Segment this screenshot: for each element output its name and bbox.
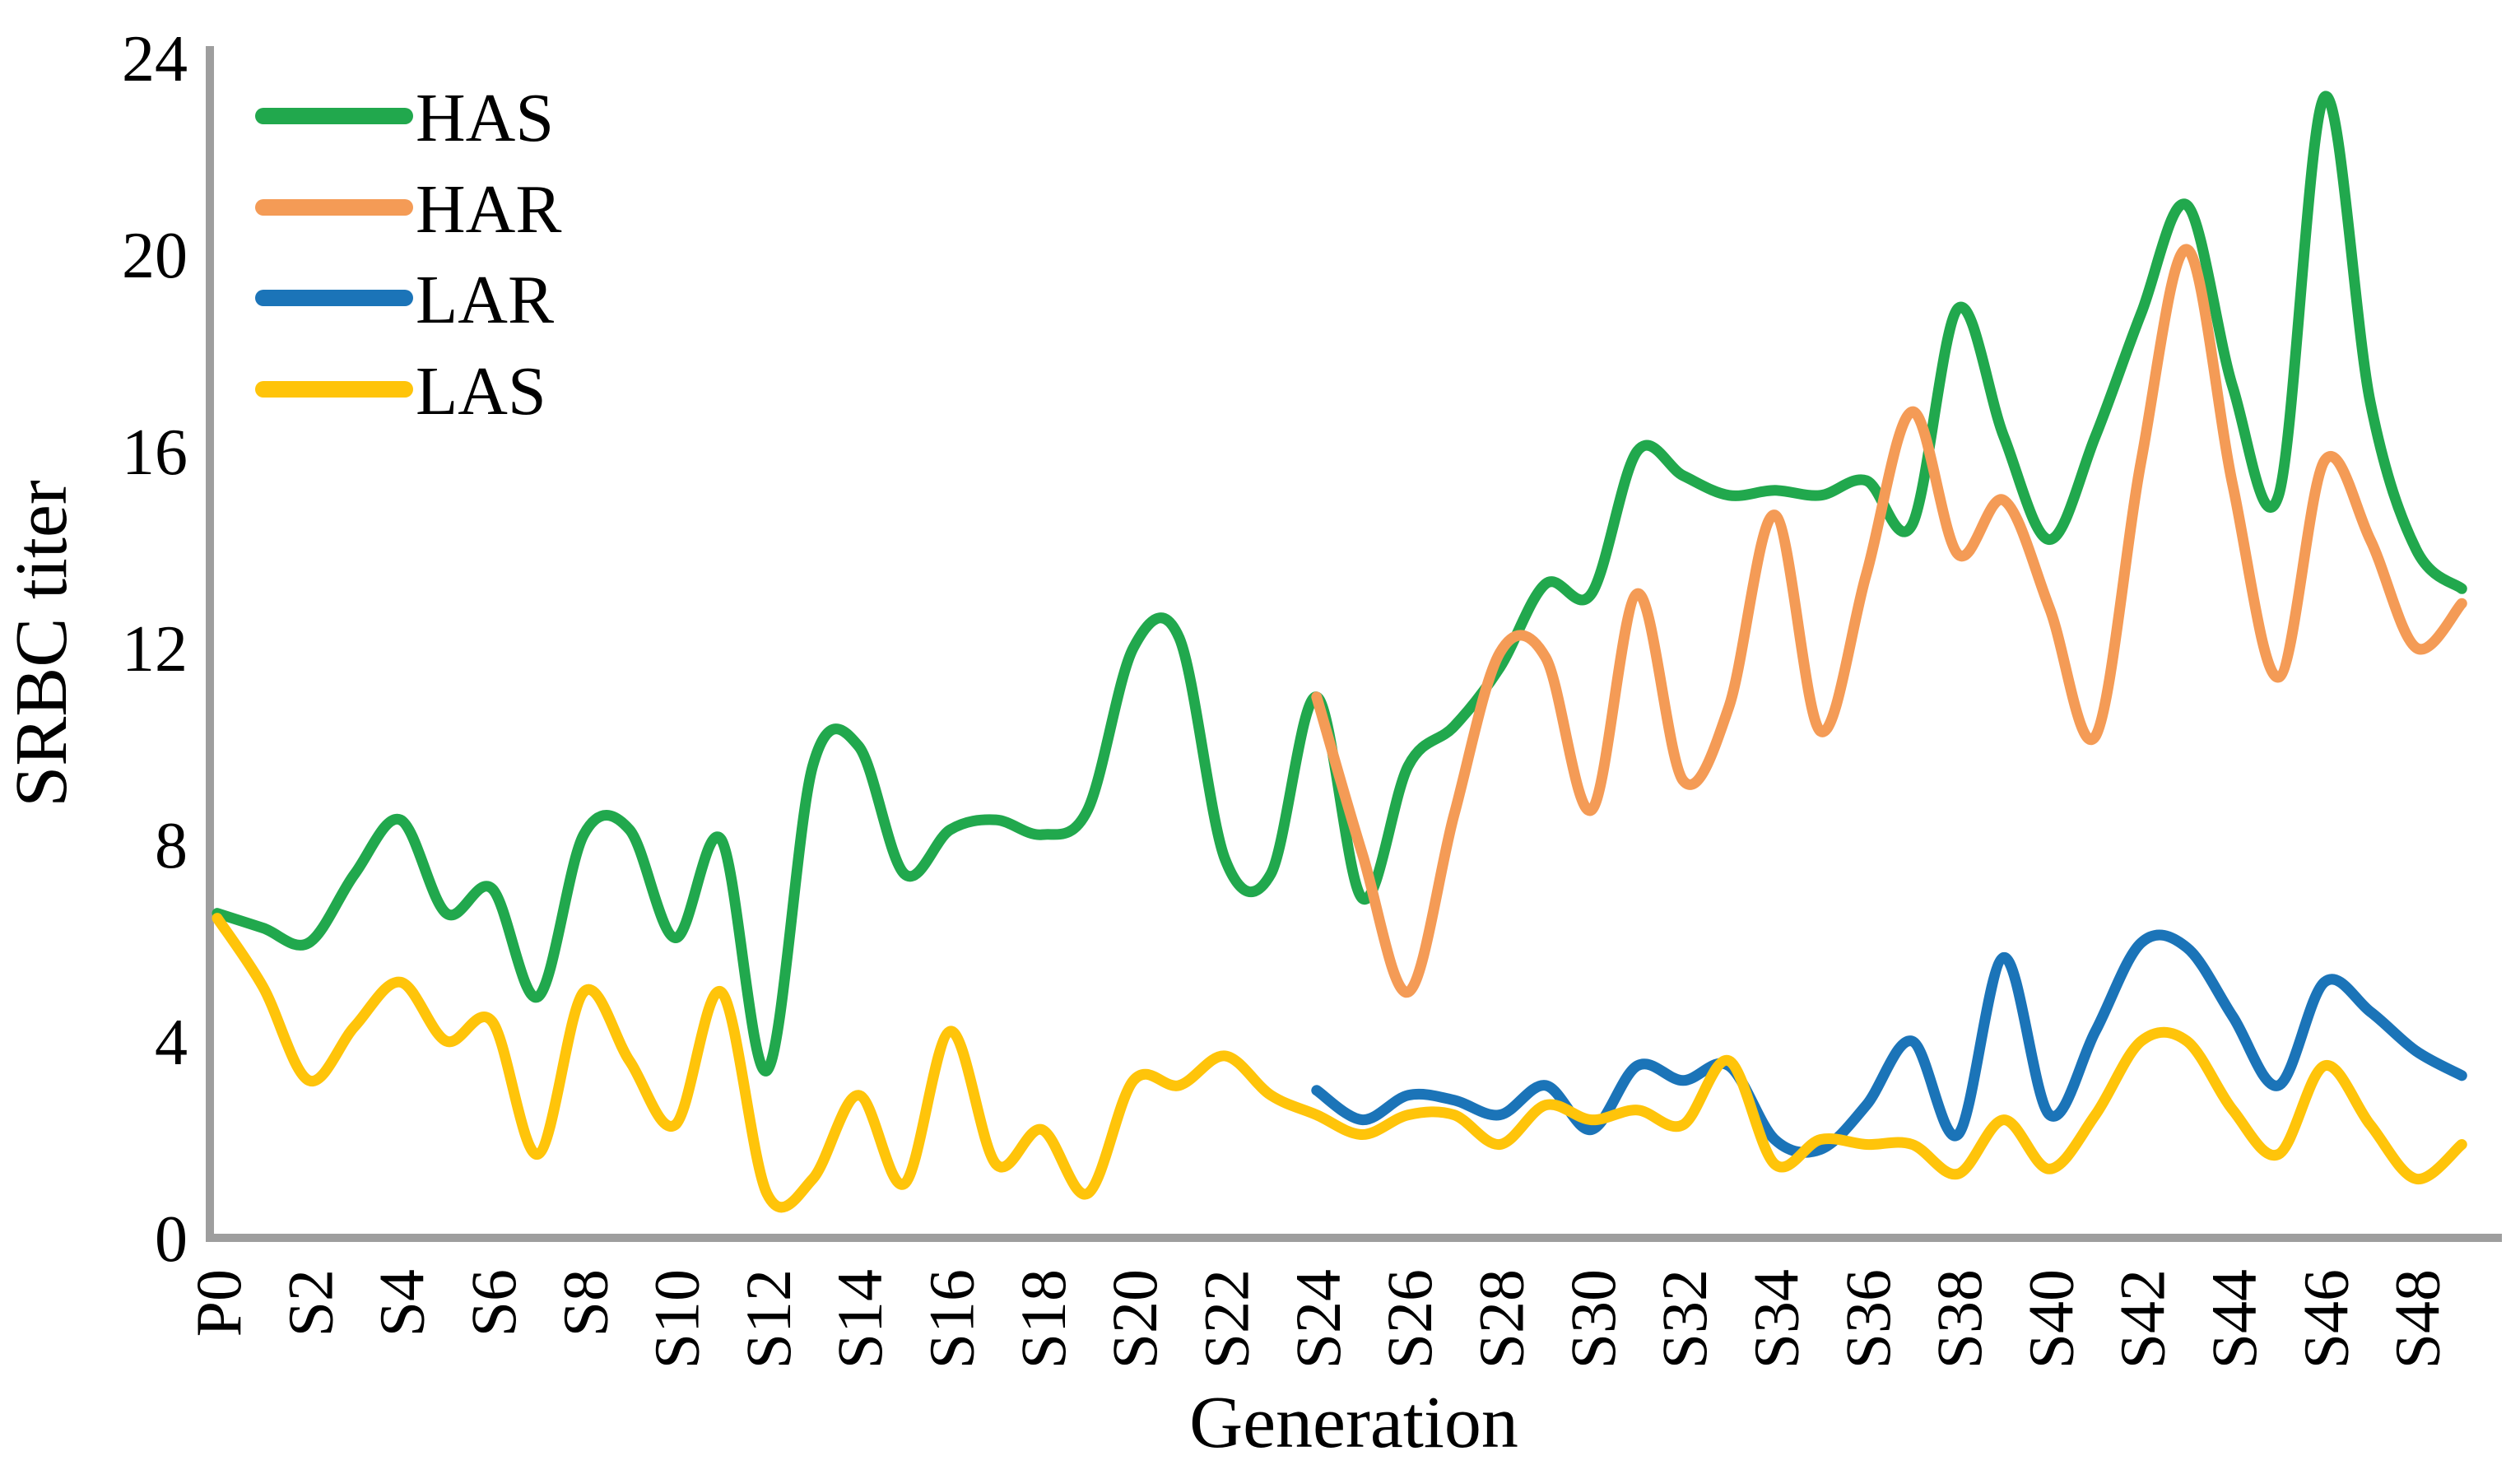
- legend-item-has: HAS: [255, 80, 554, 156]
- x-tick-label: S26: [1374, 1269, 1445, 1369]
- x-tick-label: S10: [641, 1269, 713, 1369]
- legend-item-lar: LAR: [255, 262, 554, 338]
- series-line-lar: [1311, 929, 2467, 1158]
- legend-label-has: HAS: [416, 80, 554, 156]
- legend-label-lar: LAR: [416, 262, 554, 338]
- legend-label-las: LAS: [416, 353, 546, 430]
- x-tick-label: S24: [1282, 1269, 1354, 1369]
- y-tick-label: 24: [122, 23, 188, 95]
- y-tick-label: 0: [155, 1203, 188, 1276]
- x-tick-label: S12: [732, 1269, 804, 1369]
- y-tick-label: 12: [122, 613, 188, 686]
- y-axis-title: SRBC titer: [1, 480, 82, 807]
- x-tick-label: S28: [1465, 1269, 1537, 1369]
- x-tick-label: S4: [366, 1269, 438, 1337]
- x-tick-label: S22: [1191, 1269, 1262, 1369]
- x-tick-label: S48: [2382, 1269, 2453, 1369]
- x-tick-label: S8: [549, 1269, 621, 1337]
- legend-item-har: HAR: [255, 171, 561, 248]
- x-tick-label: S6: [458, 1269, 529, 1337]
- x-tick-label: S18: [1007, 1269, 1079, 1369]
- series-line-las: [212, 913, 2467, 1213]
- y-tick-labels: 0 4 8 12 16 20 24: [122, 23, 188, 1276]
- y-tick-label: 4: [155, 1007, 188, 1079]
- x-tick-label: P0: [183, 1269, 254, 1337]
- legend-item-las: LAS: [255, 353, 546, 430]
- x-tick-label: S16: [916, 1269, 988, 1369]
- series-line-har: [1311, 244, 2467, 998]
- axes: [206, 46, 2502, 1242]
- x-axis-title: Generation: [1189, 1382, 1518, 1463]
- legend-label-har: HAR: [416, 171, 561, 248]
- x-tick-label: S2: [274, 1269, 346, 1337]
- series-line-has: [212, 91, 2467, 1077]
- y-tick-label: 20: [122, 220, 188, 292]
- x-tick-label: S36: [1832, 1269, 1904, 1369]
- y-tick-label: 16: [122, 416, 188, 489]
- x-tick-label: S40: [2015, 1269, 2086, 1369]
- y-tick-label: 8: [155, 810, 188, 882]
- legend: HAS HAR LAR LAS: [255, 80, 561, 430]
- x-tick-label: S38: [1923, 1269, 1995, 1369]
- x-tick-label: S46: [2290, 1269, 2361, 1369]
- x-tick-label: S34: [1740, 1269, 1811, 1369]
- series-lines: [212, 91, 2467, 1213]
- x-tick-label: S32: [1648, 1269, 1720, 1369]
- x-tick-label: S42: [2107, 1269, 2178, 1369]
- x-tick-label: S20: [1099, 1269, 1170, 1369]
- x-tick-label: S30: [1557, 1269, 1629, 1369]
- x-tick-label: S14: [824, 1269, 895, 1369]
- x-tick-labels: P0 S2 S4 S6 S8 S10 S12 S14 S16 S18 S20 S22 S24 S26 S28…: [183, 1269, 2453, 1369]
- x-tick-label: S44: [2198, 1269, 2270, 1369]
